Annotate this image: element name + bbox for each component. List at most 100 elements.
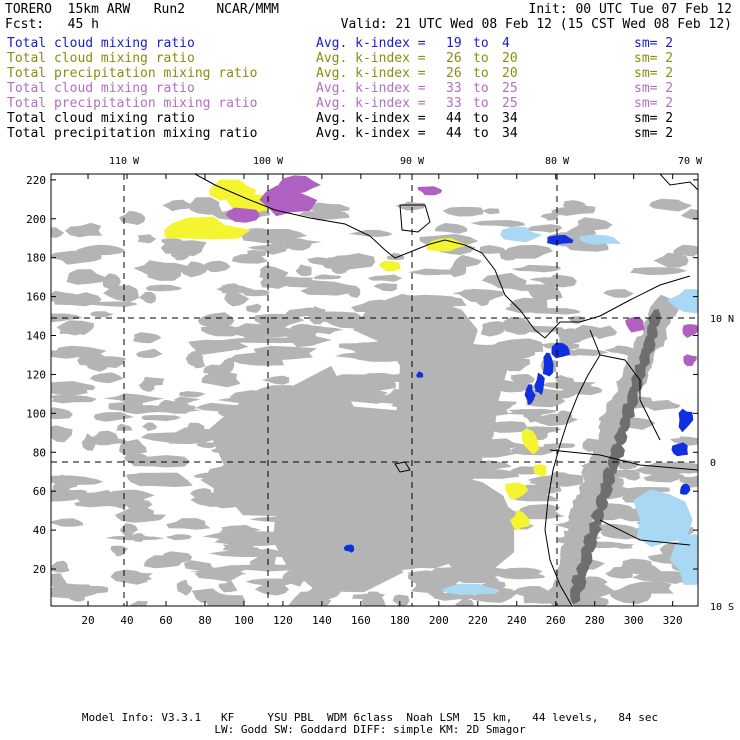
y-tick-label: 100 [26,407,46,420]
cloud-patch [103,393,165,404]
cloud-patch [51,488,79,502]
cloud-patch [528,224,563,233]
cloud-patch [90,311,114,318]
cloud-patch [529,277,575,283]
cloud-patch [179,391,206,398]
cloud-patch [201,260,231,273]
cloud-patch [65,222,103,238]
cloud-patch [215,564,298,572]
cloud-patch [541,381,597,390]
legend-kindex-to-4: 25 [502,96,518,111]
cloud-patch [224,289,250,307]
run-label: Run2 [153,2,186,17]
cloud-patch [51,394,97,404]
y-tick-label: 200 [26,213,46,226]
cloud-patch [392,594,410,606]
cloud-patch [51,425,64,436]
cloud-patch [313,274,342,280]
cloud-patch [523,589,554,604]
purple-patch [417,186,443,196]
cloud-patch [348,229,393,237]
coastline [394,461,411,473]
cloud-patch [501,567,543,576]
cloud-patch [183,422,205,437]
legend-smoothing-3: sm= 2 [634,81,674,96]
blue-patch [343,544,355,553]
blue-patch [524,384,536,405]
cloud-patch [245,229,280,239]
cloud-patch [331,260,347,274]
cloud-patch [435,223,468,234]
cloud-patch [138,291,156,304]
cloud-patch [300,283,361,296]
model-info-line: Model Info: V3.3.1 KF YSU PBL WDM 6class… [81,711,659,724]
cloud-patch [224,537,243,546]
legend-field-5: Total cloud mixing ratio [7,111,195,126]
cloud-patch [173,396,201,403]
plot-area: 20 40 60 80 100 120 140 160 180 200 220 240 260 280 30… [26,156,734,627]
cloud-patch [248,351,277,365]
org-label: NCAR/MMM [216,2,279,17]
latitude-label: 10 N [710,314,734,325]
cloud-patch [479,245,506,254]
andes-core [647,322,658,341]
coastline [549,449,698,471]
legend-kindex-to-3: 25 [502,81,518,96]
model-name: TORERO [5,2,52,17]
cloud-patch [540,212,559,221]
cloud-patch [216,285,254,294]
legend-to-2: to [473,66,489,81]
legend-kindex-to-0: 4 [502,36,510,51]
cloud-patch [51,475,92,482]
yellow-patch [533,464,547,477]
cloud-patch [280,279,345,288]
cloud-patch [673,244,698,257]
cloud-patch [220,337,321,344]
cloud-patch [184,560,215,571]
cloud-patch [546,472,577,484]
cloud-patch [293,326,326,333]
cloud-patch [512,493,560,502]
blue-patch [542,352,554,377]
legend-field-6: Total precipitation mixing ratio [7,126,258,141]
legend-kindex-label-4: Avg. k-index = [316,96,426,111]
y-tick-label: 80 [33,446,46,459]
cloud-patch [605,485,636,496]
purple-patch [625,316,645,333]
light-blue-patch [633,489,693,547]
cloud-patch [59,325,85,336]
y-tick-label: 120 [26,368,46,381]
cloud-patch [499,385,524,393]
cloud-patch [91,430,119,446]
longitude-label: 80 W [545,156,570,167]
init-time: Init: 00 UTC Tue 07 Feb 12 [528,2,733,17]
cloud-patch [144,407,203,414]
cloud-patch [197,312,235,329]
cloud-patch [162,551,193,563]
cloud-patch [66,269,106,285]
cloud-patch [452,289,488,298]
cloud-patch [609,588,652,604]
longitude-label: 90 W [400,156,425,167]
legend-kindex-to-1: 20 [502,51,518,66]
cloud-patch [51,249,97,265]
cloud-patch [680,208,698,220]
cloud-patch [161,238,186,246]
yellow-patch [164,216,251,240]
cloud-patch [137,234,157,244]
cloud-patch [511,374,535,385]
x-tick-label: 60 [159,614,172,627]
cloud-patch [140,415,182,422]
legend-kindex-from-4: 33 [446,96,462,111]
legend-kindex-to-2: 20 [502,66,518,81]
x-tick-label: 40 [120,614,133,627]
cloud-patch [203,364,229,375]
cloud-patch [176,579,193,596]
cloud-patch [104,493,133,509]
legend-smoothing-5: sm= 2 [634,111,674,126]
legend-kindex-label-3: Avg. k-index = [316,81,426,96]
andes-core [648,309,661,327]
cloud-patch [77,352,104,368]
cloud-patch [261,237,322,245]
